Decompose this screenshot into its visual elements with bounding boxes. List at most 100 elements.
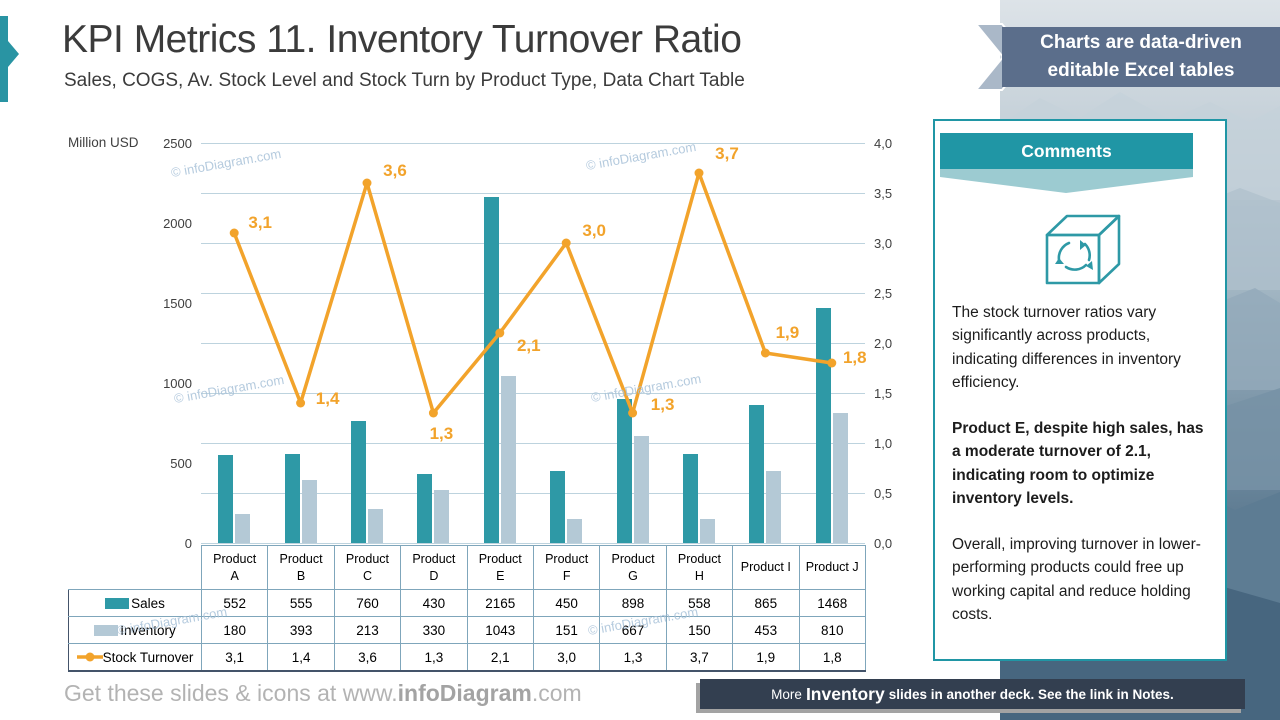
right-axis-tick: 3,5 (874, 186, 893, 201)
comments-paragraph: Product E, despite high sales, has a mod… (952, 420, 1204, 507)
line-marker (362, 178, 372, 188)
right-axis-tick: 2,0 (874, 336, 893, 351)
inventory-bar (301, 480, 317, 543)
sales-swatch-icon (105, 597, 130, 609)
gridline (201, 393, 865, 394)
table-cell: 3,6 (333, 643, 402, 672)
line-marker (296, 398, 306, 408)
table-cell: 3,1 (200, 643, 269, 672)
badge-line2: editable Excel tables (1047, 60, 1235, 81)
table-cell: 1,9 (732, 643, 800, 672)
comments-paragraph: Overall, improving turnover in lower-per… (952, 536, 1201, 623)
table-header-product-d: Product D (400, 545, 468, 590)
footer-promo-text[interactable]: Get these slides & icons at www.infoDiag… (64, 680, 582, 707)
sales-bar (483, 196, 499, 543)
legend-inventory: Inventory (68, 616, 202, 644)
table-cell: 1,4 (267, 643, 335, 672)
table-cell: 760 (333, 589, 402, 617)
table-cell: 393 (267, 616, 335, 644)
inventory-bar (434, 490, 450, 543)
table-header-product-b: Product B (267, 545, 335, 590)
table-cell: 898 (599, 589, 667, 617)
inventory-bar (766, 470, 782, 543)
cube-recycle-icon (1045, 214, 1121, 285)
inventory-bar (633, 436, 649, 543)
left-accent-arrow-icon (0, 16, 19, 102)
table-cell: 810 (798, 616, 866, 644)
line-data-label: 1,4 (315, 389, 340, 408)
table-header-product-g: Product G (599, 545, 667, 590)
sales-bar (351, 421, 366, 543)
table-cell: 558 (665, 589, 734, 617)
gridline (201, 493, 865, 494)
comments-header: Comments (940, 133, 1193, 169)
line-data-label: 1,9 (775, 323, 800, 342)
chart-data-table: Product A Product B Product C Product D Product E… (68, 545, 866, 672)
table-cell: 1,8 (798, 643, 866, 672)
left-axis-tick: 0 (184, 536, 192, 551)
line-data-label: 3,6 (383, 161, 407, 180)
right-axis-tick: 1,0 (874, 436, 893, 451)
line-marker (229, 228, 239, 238)
line-data-label: 1,3 (429, 424, 454, 443)
gridline (201, 293, 865, 294)
table-cell: 2165 (466, 589, 534, 617)
right-axis-tick: 0,5 (874, 486, 893, 501)
table-header-product-e: Product E (466, 545, 534, 590)
inventory-bar (235, 514, 251, 543)
table-cell: 151 (532, 616, 601, 644)
right-axis-tick: 1,5 (874, 386, 893, 401)
comments-panel: Comments The stock turnover ratios vary … (933, 119, 1227, 661)
table-cell: 1,3 (400, 643, 468, 672)
table-header-product-c: Product C (333, 545, 402, 590)
inventory-bar (832, 413, 848, 543)
table-cell: 1468 (798, 589, 866, 617)
table-cell: 330 (400, 616, 468, 644)
table-cell: 865 (732, 589, 800, 617)
stock-turnover-swatch-icon (76, 652, 103, 661)
table-cell: 3,7 (665, 643, 734, 672)
line-data-label: 3,0 (582, 221, 607, 240)
inventory-bar (700, 519, 715, 543)
line-marker (760, 348, 770, 358)
inventory-swatch-icon (94, 624, 119, 636)
table-header-product-h: Product H (665, 545, 734, 590)
line-marker (694, 168, 704, 178)
table-cell: 453 (732, 616, 800, 644)
gridline (201, 243, 865, 244)
table-cell: 1,3 (599, 643, 667, 672)
line-data-label: 2,1 (516, 336, 541, 355)
left-axis-tick: 2500 (163, 136, 192, 151)
page-title: KPI Metrics 11. Inventory Turnover Ratio (62, 18, 742, 61)
right-axis-tick: 4,0 (874, 136, 893, 151)
left-axis-tick: 1500 (163, 296, 192, 311)
comments-body: The stock turnover ratios vary significa… (952, 301, 1211, 649)
table-cell: 3,0 (532, 643, 601, 672)
sales-bar (218, 454, 234, 543)
sales-bar (550, 471, 566, 543)
table-header-product-f: Product F (532, 545, 601, 590)
page-subtitle: Sales, COGS, Av. Stock Level and Stock T… (64, 70, 745, 91)
right-axis-tick: 0,0 (874, 536, 893, 551)
line-data-label: 3,1 (248, 213, 273, 232)
table-header-product-j: Product J (798, 545, 866, 590)
inventory-bar (567, 518, 583, 543)
left-axis-tick: 2000 (163, 216, 192, 231)
legend-stock-turnover: Stock Turnover (68, 643, 202, 672)
left-axis-tick: 500 (170, 456, 192, 471)
gridline (201, 443, 865, 444)
left-axis-title: Million USD (68, 135, 139, 150)
line-marker (428, 408, 438, 418)
table-cell: 213 (333, 616, 402, 644)
table-cell: 150 (665, 616, 734, 644)
footer-note-box: More Inventory slides in another deck. S… (700, 679, 1245, 709)
table-cell: 555 (267, 589, 335, 617)
inventory-bar (500, 376, 516, 543)
footer-note-suffix: slides in another deck. See the link in … (888, 686, 1174, 702)
sales-bar (284, 454, 300, 543)
table-cell: 450 (532, 589, 601, 617)
gridline (201, 193, 865, 194)
table-cell: 180 (200, 616, 269, 644)
watermark: © infoDiagram.com (589, 370, 703, 406)
